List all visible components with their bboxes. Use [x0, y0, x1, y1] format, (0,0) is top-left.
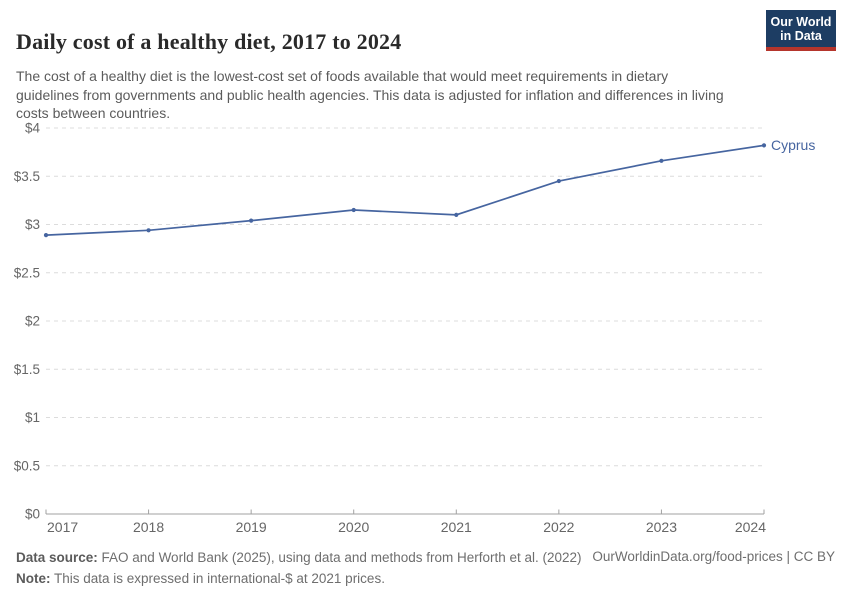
x-tick-label: 2020 [338, 519, 369, 535]
y-tick-label: $2.5 [14, 265, 40, 280]
x-tick-label: 2023 [646, 519, 677, 535]
owid-logo-red-bar [766, 47, 836, 51]
y-tick-label: $3 [25, 217, 40, 232]
data-source-line: Data source: FAO and World Bank (2025), … [16, 547, 582, 568]
page-title: Daily cost of a healthy diet, 2017 to 20… [16, 28, 402, 54]
owid-logo-line2: in Data [780, 29, 822, 43]
line-chart: $0 $0.5 $1 $1.5 $2 $2.5 $3 $3.5 $4 2017 2018 2019 20… [14, 121, 816, 536]
y-tick-label: $1 [25, 410, 40, 425]
data-point [249, 218, 254, 223]
data-point [351, 207, 356, 213]
owid-logo-text: Our World in Data [766, 10, 836, 47]
data-point [659, 158, 664, 163]
note-text: This data is expressed in international-… [50, 571, 385, 586]
owid-logo-line1: Our World [770, 15, 832, 29]
data-point [556, 178, 561, 184]
series-line [45, 144, 765, 236]
data-point [454, 212, 459, 217]
y-tick-label: $4 [25, 121, 41, 136]
data-source-text: FAO and World Bank (2025), using data an… [97, 550, 582, 565]
attribution-link[interactable]: OurWorldinData.org/food-prices | CC BY [592, 549, 835, 564]
x-tick-label: 2022 [543, 519, 574, 535]
chart-subtitle: The cost of a healthy diet is the lowest… [16, 68, 724, 121]
note-line: Note: This data is expressed in internat… [16, 568, 582, 589]
data-point [761, 143, 767, 148]
y-tick-label: $3.5 [14, 169, 40, 184]
y-tick-label: $0.5 [14, 458, 40, 473]
x-tick-label: 2021 [441, 519, 472, 535]
y-tick-label: $0 [25, 507, 40, 522]
chart-footer: Data source: FAO and World Bank (2025), … [16, 547, 582, 589]
x-tick-label: 2024 [735, 519, 766, 535]
x-tick-label: 2017 [47, 519, 78, 535]
data-source-label: Data source: [16, 550, 98, 565]
series-end-label: Cyprus [771, 137, 815, 153]
data-point [43, 233, 49, 238]
y-tick-label: $1.5 [14, 362, 40, 377]
note-label: Note: [16, 571, 51, 586]
x-tick-label: 2019 [236, 519, 267, 535]
y-tick-label: $2 [25, 314, 40, 329]
owid-logo[interactable]: Our World in Data [766, 10, 836, 51]
data-point [146, 228, 151, 233]
x-tick-label: 2018 [133, 519, 164, 535]
